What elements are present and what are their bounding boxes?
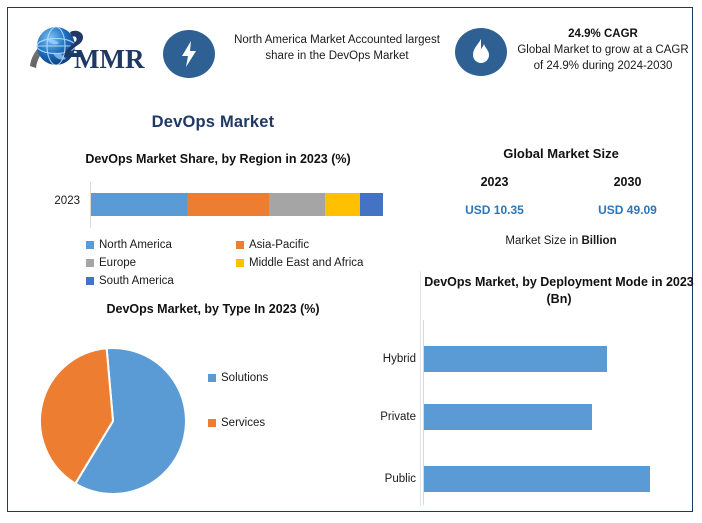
type-legend-label: Solutions (221, 372, 269, 384)
deployment-bar-private (424, 404, 592, 430)
type-legend-item[interactable]: Solutions (208, 372, 268, 384)
gms-footnote-unit: Billion (581, 235, 617, 247)
region-segment-middle-east-and-africa (324, 193, 360, 216)
region-segment-north-america (91, 193, 188, 216)
page-title: DevOps Market (151, 113, 275, 131)
region-legend-item[interactable]: Middle East and Africa (236, 257, 363, 269)
region-share-chart: 2023 (8, 180, 418, 232)
legend-swatch-icon (236, 241, 244, 249)
region-legend-label: North America (99, 239, 172, 251)
infographic-frame: MMR North America Market Accounted large… (7, 7, 694, 512)
flame-icon (455, 28, 507, 76)
type-legend: Solutions Services (208, 372, 268, 462)
region-legend-item[interactable]: South America (86, 275, 236, 287)
region-axis-line (90, 182, 91, 228)
gms-footnote-prefix: Market Size in (505, 235, 582, 247)
mmr-globe-logo: MMR (26, 22, 161, 76)
header: MMR North America Market Accounted large… (8, 8, 692, 103)
region-legend-label: South America (99, 275, 174, 287)
global-market-size-title: Global Market Size (503, 146, 619, 161)
region-legend-item[interactable]: Europe (86, 257, 236, 269)
deployment-axis-line (423, 320, 424, 505)
pie-slice-solutions (74, 347, 187, 495)
deployment-category-label: Private (380, 411, 416, 423)
logo-wordmark: MMR (74, 44, 145, 74)
region-legend-label: Middle East and Africa (249, 257, 364, 269)
gms-footnote: Market Size in Billion (428, 235, 694, 247)
legend-row: South America (86, 272, 426, 290)
north-america-note: North America Market Accounted largest s… (234, 34, 440, 62)
legend-swatch-icon (208, 374, 216, 382)
region-segment-asia-pacific (187, 193, 270, 216)
gms-year-2030: 2030 (613, 175, 642, 189)
region-chart-title: DevOps Market Share, by Region in 2023 (… (85, 152, 351, 166)
legend-row: Europe Middle East and Africa (86, 254, 426, 272)
gms-value-2023: USD 10.35 (465, 203, 524, 217)
deployment-bar-row (424, 346, 607, 372)
section-divider (420, 271, 421, 506)
region-legend-item[interactable]: North America (86, 239, 236, 251)
deployment-bar-row (424, 404, 592, 430)
cagr-headline: 24.9% CAGR (568, 28, 638, 40)
legend-row: North America Asia-Pacific (86, 236, 426, 254)
legend-swatch-icon (86, 259, 94, 267)
region-category-label: 2023 (54, 195, 80, 207)
legend-swatch-icon (208, 419, 216, 427)
region-stacked-bar (91, 193, 383, 216)
legend-swatch-icon (236, 259, 244, 267)
type-legend-label: Services (221, 417, 266, 429)
type-share-pie (38, 346, 188, 496)
deployment-category-label: Hybrid (382, 353, 416, 365)
type-chart-title: DevOps Market, by Type In 2023 (%) (106, 302, 320, 316)
deployment-bar-row (424, 466, 650, 492)
legend-swatch-icon (86, 277, 94, 285)
cagr-block: 24.9% CAGR Global Market to grow at a CA… (513, 26, 693, 74)
deployment-bar-hybrid (424, 346, 607, 372)
deployment-mode-chart: Hybrid Private Public (380, 320, 700, 510)
pie-slice-services (39, 347, 115, 485)
region-legend-item[interactable]: Asia-Pacific (236, 239, 309, 251)
deployment-bar-public (424, 466, 650, 492)
gms-year-2023: 2023 (480, 175, 509, 189)
gms-value-2030: USD 49.09 (598, 203, 657, 217)
region-legend: North America Asia-Pacific Europe Middle Ea… (86, 236, 426, 290)
lightning-bolt-icon (163, 30, 215, 78)
type-legend-item[interactable]: Services (208, 417, 268, 429)
legend-swatch-icon (86, 241, 94, 249)
cagr-detail: Global Market to grow at a CAGR of 24.9%… (517, 44, 689, 72)
region-segment-europe (269, 193, 325, 216)
region-legend-label: Europe (99, 257, 137, 269)
region-legend-label: Asia-Pacific (249, 239, 310, 251)
region-segment-south-america (359, 193, 383, 216)
global-market-size-panel: Global Market Size 2023 2030 USD 10.35 U… (428, 146, 694, 247)
deployment-category-label: Public (384, 473, 416, 485)
deployment-chart-title: DevOps Market, by Deployment Mode in 202… (424, 275, 694, 306)
